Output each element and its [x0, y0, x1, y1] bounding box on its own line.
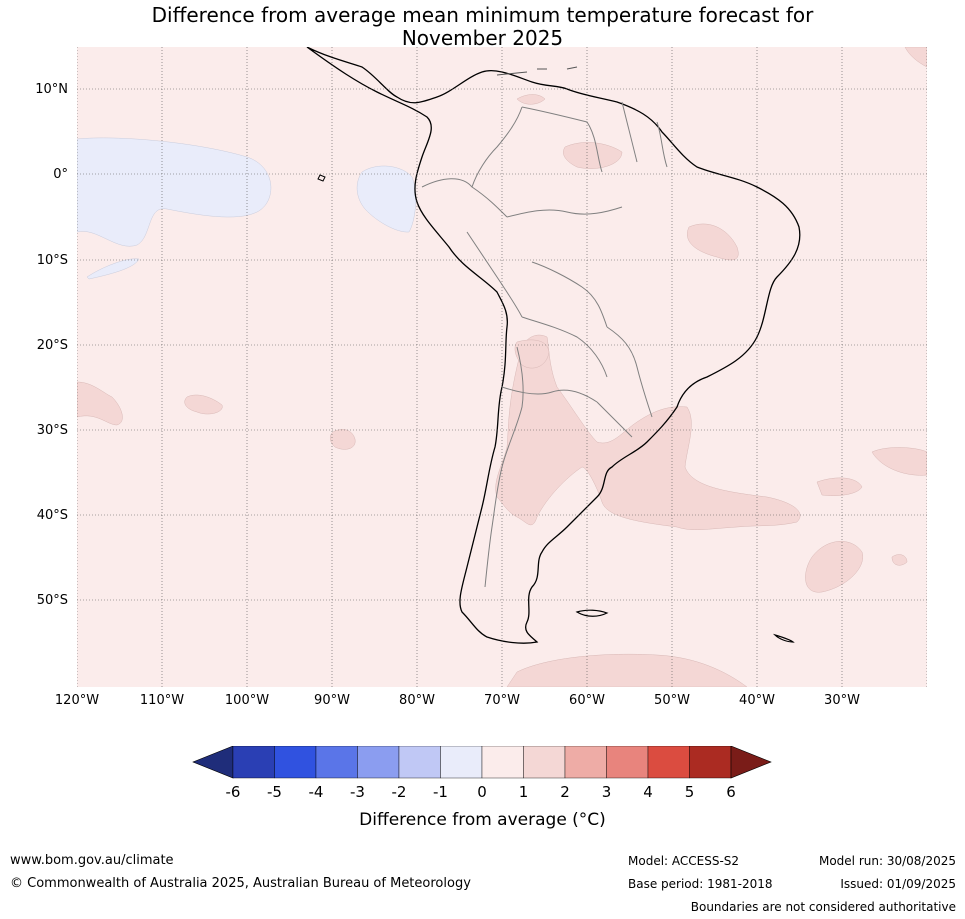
- colorbar-tick-label: 5: [684, 783, 695, 801]
- colorbar: [192, 746, 772, 779]
- lon-label-30w: 30°W: [824, 693, 860, 708]
- lat-label-10s: 10°S: [36, 253, 68, 268]
- boundaries-disclaimer: Boundaries are not considered authoritat…: [690, 900, 956, 914]
- colorbar-tick-label: -1: [433, 783, 448, 801]
- cool-anomaly-pacific: [77, 137, 272, 247]
- warm-anomaly-southeast-pacific: [77, 381, 123, 426]
- lon-label-70w: 70°W: [484, 693, 520, 708]
- gridlines: [77, 47, 927, 687]
- colorbar-tick-label: 6: [726, 783, 736, 801]
- colorbar-arrow-high: [730, 746, 772, 779]
- colorbar-tick-label: -5: [267, 783, 282, 801]
- colorbar-tick-label: 1: [518, 783, 529, 801]
- colorbar-swatch: [274, 746, 317, 779]
- south-america-coastline: [306, 47, 801, 644]
- warm-anomaly-argentina-atlantic: [495, 334, 801, 530]
- warm-anomaly-southern-ocean: [506, 653, 748, 687]
- colorbar-label: Difference from average (°C): [359, 810, 606, 830]
- lat-label-10n: 10°N: [35, 82, 68, 97]
- lon-label-90w: 90°W: [314, 693, 350, 708]
- forecast-map: [77, 47, 927, 687]
- falkland-islands: [575, 609, 609, 617]
- colorbar-swatch: [481, 746, 524, 779]
- lon-label-50w: 50°W: [654, 693, 690, 708]
- colorbar-swatch: [315, 746, 358, 779]
- lat-label-50s: 50°S: [36, 593, 68, 608]
- colorbar-swatch: [564, 746, 607, 779]
- warm-anomaly-atlantic-mid: [816, 477, 863, 496]
- map-title: Difference from average mean minimum tem…: [0, 4, 965, 50]
- model-run: Model run: 30/08/2025: [818, 854, 956, 868]
- cool-anomaly-equatorial: [356, 165, 416, 233]
- warm-anomaly-argentina-north: [514, 339, 550, 369]
- lat-label-0: 0°: [53, 167, 68, 182]
- warm-anomaly-brazil: [687, 223, 739, 261]
- lat-label-40s: 40°S: [36, 508, 68, 523]
- lat-label-20s: 20°S: [36, 338, 68, 353]
- colorbar-tick-label: 3: [601, 783, 612, 801]
- colorbar-swatch: [647, 746, 690, 779]
- south-georgia: [772, 633, 795, 643]
- title-line-2: November 2025: [401, 26, 564, 50]
- warm-anomaly-small-2: [330, 429, 356, 450]
- colorbar-arrow-low: [192, 746, 234, 779]
- colorbar-tick-label: -6: [225, 783, 241, 801]
- colorbar-swatch: [357, 746, 400, 779]
- warm-anomaly-guiana: [563, 142, 623, 169]
- lon-label-40w: 40°W: [739, 693, 775, 708]
- lon-label-100w: 100°W: [224, 693, 270, 708]
- colorbar-swatch: [398, 746, 441, 779]
- issued-date: Issued: 01/09/2025: [840, 877, 956, 891]
- colorbar-tick-label: -3: [350, 783, 365, 801]
- warm-anomaly-atlantic-small: [891, 554, 908, 566]
- colorbar-swatch: [606, 746, 649, 779]
- colorbar-swatch: [689, 746, 732, 779]
- lon-label-120w: 120°W: [54, 693, 100, 708]
- warm-anomaly-atlantic-ne: [904, 47, 927, 68]
- colorbar-tick-label: 2: [560, 783, 570, 801]
- colorbar-swatch: [232, 746, 275, 779]
- lat-label-30s: 30°S: [36, 423, 68, 438]
- base-period: Base period: 1981-2018: [628, 877, 773, 891]
- colorbar-tick-label: 4: [643, 783, 653, 801]
- galapagos: [317, 174, 326, 182]
- model-name: Model: ACCESS-S2: [628, 854, 740, 868]
- copyright-text: © Commonwealth of Australia 2025, Austra…: [10, 876, 471, 891]
- website-link[interactable]: www.bom.gov.au/climate: [10, 853, 174, 868]
- warm-anomaly-caribbean: [516, 94, 546, 105]
- warm-anomaly-small-1: [184, 394, 223, 415]
- colorbar-tick-label: 0: [477, 783, 487, 801]
- cool-anomaly-small: [86, 258, 140, 280]
- colorbar-tick-label: -2: [391, 783, 407, 801]
- warm-anomaly-south-atlantic-east: [805, 541, 864, 593]
- lon-label-110w: 110°W: [139, 693, 185, 708]
- colorbar-tick-label: -4: [308, 783, 324, 801]
- warm-anomaly-atlantic-east: [871, 447, 927, 476]
- title-line-1: Difference from average mean minimum tem…: [151, 3, 814, 27]
- lon-label-60w: 60°W: [569, 693, 605, 708]
- colorbar-swatch: [440, 746, 483, 779]
- colorbar-swatch: [523, 746, 566, 779]
- lon-label-80w: 80°W: [399, 693, 435, 708]
